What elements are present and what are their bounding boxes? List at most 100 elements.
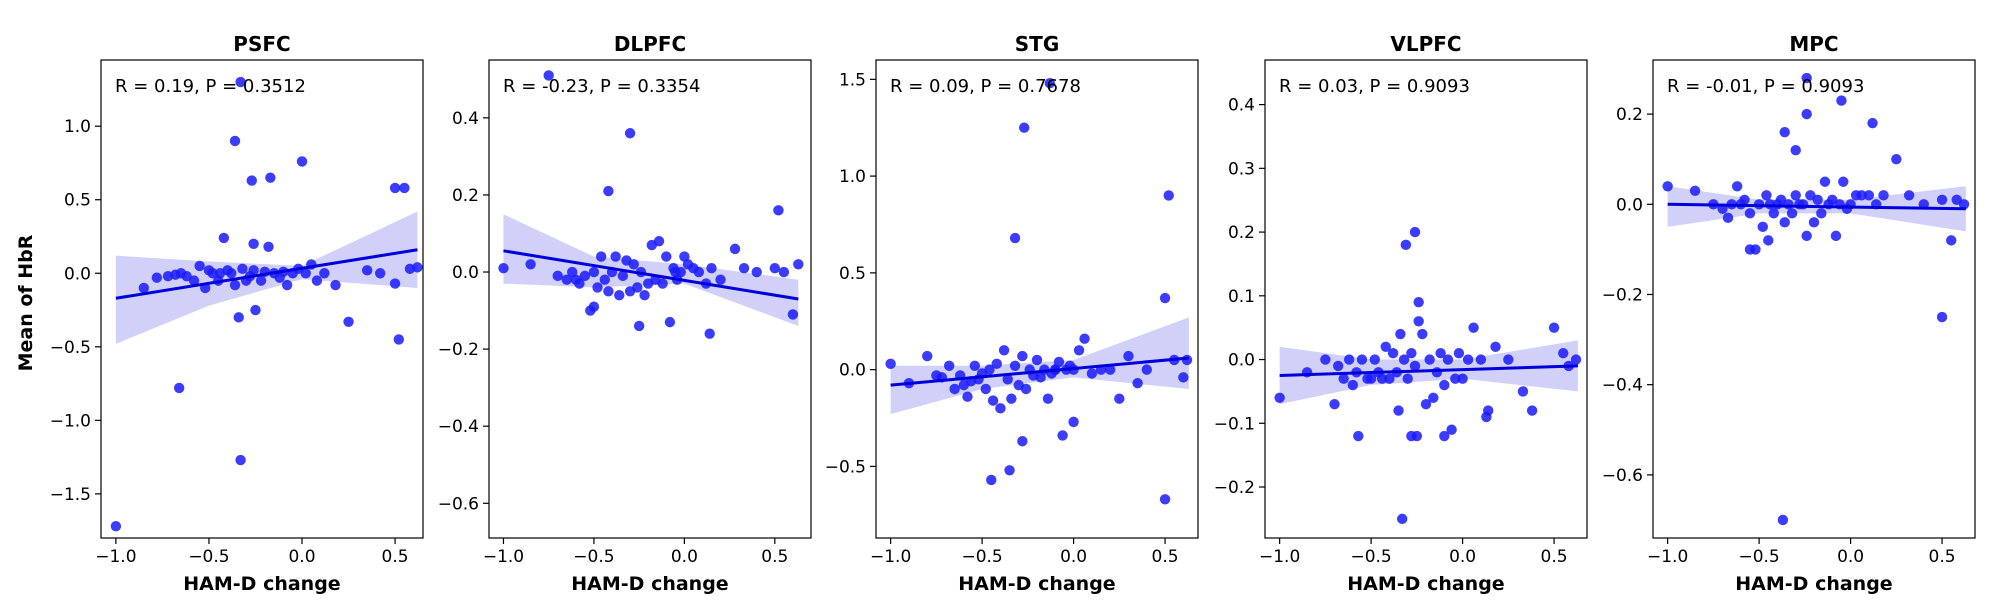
data-point: [1369, 354, 1380, 365]
data-point: [235, 76, 246, 88]
data-point: [552, 270, 563, 282]
data-point: [1009, 232, 1021, 244]
data-point: [998, 345, 1010, 356]
data-point: [1380, 341, 1391, 352]
x-tick-label: 0.5: [1929, 547, 1956, 567]
data-point: [1838, 176, 1849, 187]
data-point: [235, 454, 246, 466]
y-tick-label: −1.0: [50, 411, 91, 431]
stat-annotation: R = 0.03, P = 0.9093: [1279, 76, 1470, 97]
data-point: [1457, 373, 1468, 384]
data-point: [1409, 360, 1421, 372]
x-axis-label: HAM-D change: [571, 573, 728, 595]
confidence-band: [1279, 340, 1578, 405]
data-point: [1114, 393, 1125, 404]
data-point: [1338, 373, 1349, 384]
data-point: [670, 266, 681, 278]
y-tick-label: −0.5: [825, 457, 866, 477]
data-point: [1031, 354, 1043, 366]
data-point: [1856, 190, 1867, 201]
data-point: [1343, 354, 1355, 365]
data-point: [1453, 347, 1465, 359]
data-point: [1768, 208, 1779, 219]
data-point: [1406, 347, 1417, 359]
regression-line: [503, 249, 799, 301]
data-point: [1417, 328, 1428, 340]
data-point: [498, 262, 509, 274]
x-tick-label: 0.5: [382, 547, 409, 567]
data-point: [233, 312, 244, 323]
y-tick-label: 0.2: [1616, 105, 1643, 125]
x-tick-label: −1.0: [1259, 547, 1300, 567]
x-tick-label: −0.5: [1350, 547, 1391, 567]
y-tick-label: −0.2: [1214, 478, 1255, 498]
data-point: [319, 268, 330, 279]
data-point: [949, 383, 960, 395]
data-point: [1424, 354, 1435, 365]
data-point: [1830, 230, 1842, 242]
data-point: [361, 265, 373, 276]
data-point: [1123, 350, 1134, 362]
data-point: [1420, 398, 1432, 410]
y-tick-label: −1.5: [50, 485, 91, 505]
data-point: [226, 268, 237, 279]
x-tick-label: 0.0: [288, 547, 315, 567]
data-point: [1722, 212, 1734, 224]
data-point: [1779, 217, 1790, 228]
data-point: [1958, 199, 1970, 210]
regression-line: [1279, 364, 1578, 377]
y-tick-label: 1.5: [839, 70, 866, 90]
data-point: [237, 263, 248, 275]
y-tick-label: −0.4: [438, 417, 479, 437]
data-point: [679, 251, 690, 262]
panel-title: MPC: [1789, 32, 1838, 56]
data-point: [1490, 341, 1501, 352]
y-tick-label: −0.4: [1602, 376, 1643, 396]
data-point: [588, 301, 600, 312]
data-point: [588, 266, 600, 278]
y-tick-label: 0.5: [64, 191, 91, 211]
data-point: [1086, 368, 1098, 379]
data-point: [255, 275, 267, 286]
data-point: [214, 268, 226, 279]
data-point: [661, 251, 672, 262]
data-point: [1178, 372, 1189, 383]
data-point: [991, 358, 1002, 370]
data-point: [1159, 494, 1171, 505]
data-point: [1731, 181, 1743, 192]
y-tick-label: 0.4: [1228, 96, 1255, 116]
data-point: [1004, 465, 1015, 476]
y-axis-label: Mean of HbR: [15, 234, 37, 371]
data-point: [1413, 316, 1424, 327]
panel-title: VLPFC: [1390, 32, 1461, 56]
data-point: [412, 262, 423, 273]
x-tick-label: −1.0: [95, 547, 136, 567]
data-point: [1468, 322, 1479, 333]
data-point: [250, 304, 261, 316]
data-point: [980, 383, 991, 395]
data-point: [1320, 354, 1331, 365]
data-point: [793, 259, 804, 270]
data-point: [525, 259, 536, 270]
regression-line: [890, 356, 1189, 387]
data-point: [1558, 347, 1569, 359]
data-point: [969, 360, 980, 371]
data-point: [1801, 108, 1812, 120]
data-point: [330, 279, 341, 291]
axes-frame: [1652, 59, 1976, 539]
y-tick-label: 0.3: [1228, 159, 1255, 179]
data-point: [1763, 235, 1774, 246]
data-point: [1141, 364, 1152, 375]
x-axis-label: HAM-D change: [1735, 573, 1892, 595]
data-point: [561, 274, 572, 285]
data-point: [543, 70, 554, 81]
data-point: [1786, 208, 1798, 219]
data-point: [1018, 122, 1030, 133]
x-tick-label: 0.0: [1060, 547, 1087, 567]
data-point: [1439, 379, 1450, 391]
data-point: [962, 391, 973, 402]
data-point: [393, 334, 405, 345]
data-point: [614, 289, 625, 301]
regression-line: [115, 248, 418, 300]
data-point: [567, 266, 578, 278]
